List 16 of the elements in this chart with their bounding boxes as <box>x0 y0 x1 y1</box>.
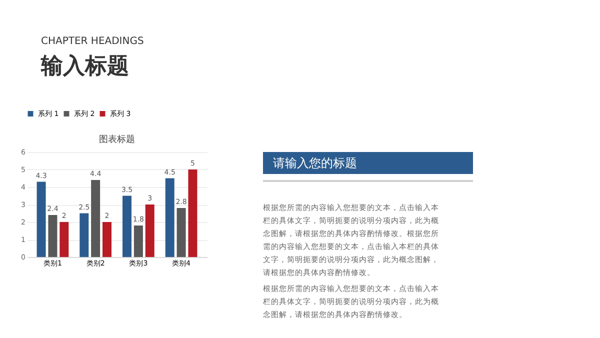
bar <box>145 204 154 257</box>
bar <box>48 215 58 257</box>
bar <box>188 170 198 257</box>
text: 输入标题 <box>40 54 129 79</box>
bar <box>91 180 100 257</box>
bar <box>134 226 143 257</box>
bar <box>60 222 69 257</box>
bar <box>36 182 46 257</box>
bar <box>80 213 89 257</box>
text: CHAPTER HEADINGS <box>41 36 144 47</box>
bar <box>122 196 132 257</box>
bar <box>176 208 186 257</box>
text: 请输入您的标题 <box>273 156 357 170</box>
bar <box>165 178 174 257</box>
chart-title: 图表标题 <box>99 134 135 145</box>
bar <box>102 222 112 257</box>
